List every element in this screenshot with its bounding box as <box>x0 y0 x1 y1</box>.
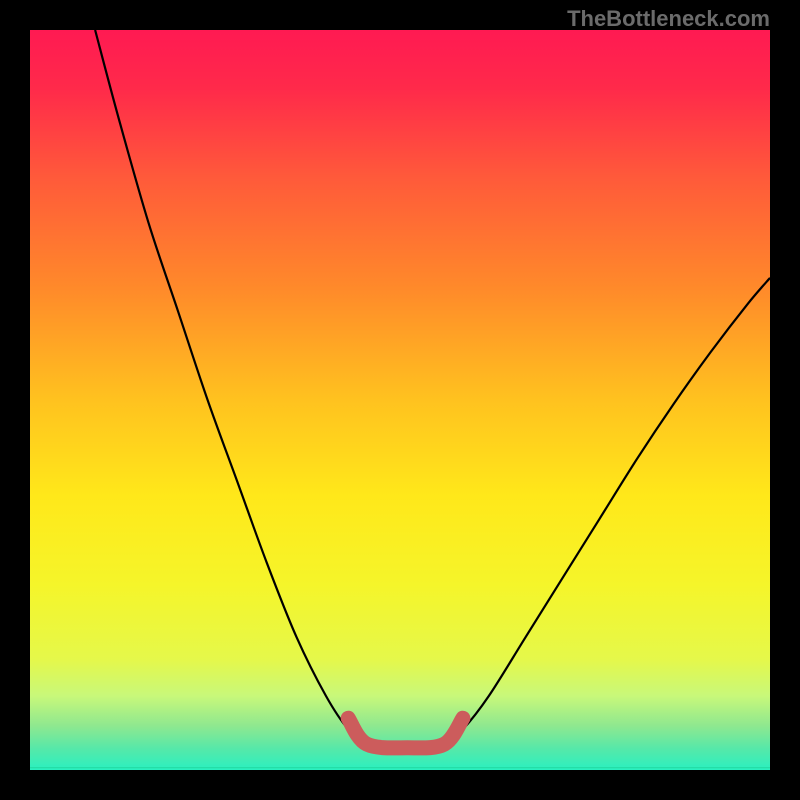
plot-area <box>30 30 770 770</box>
watermark-text: TheBottleneck.com <box>567 6 770 32</box>
gradient-background <box>30 30 770 770</box>
chart-svg <box>30 30 770 770</box>
chart-container: TheBottleneck.com <box>0 0 800 800</box>
